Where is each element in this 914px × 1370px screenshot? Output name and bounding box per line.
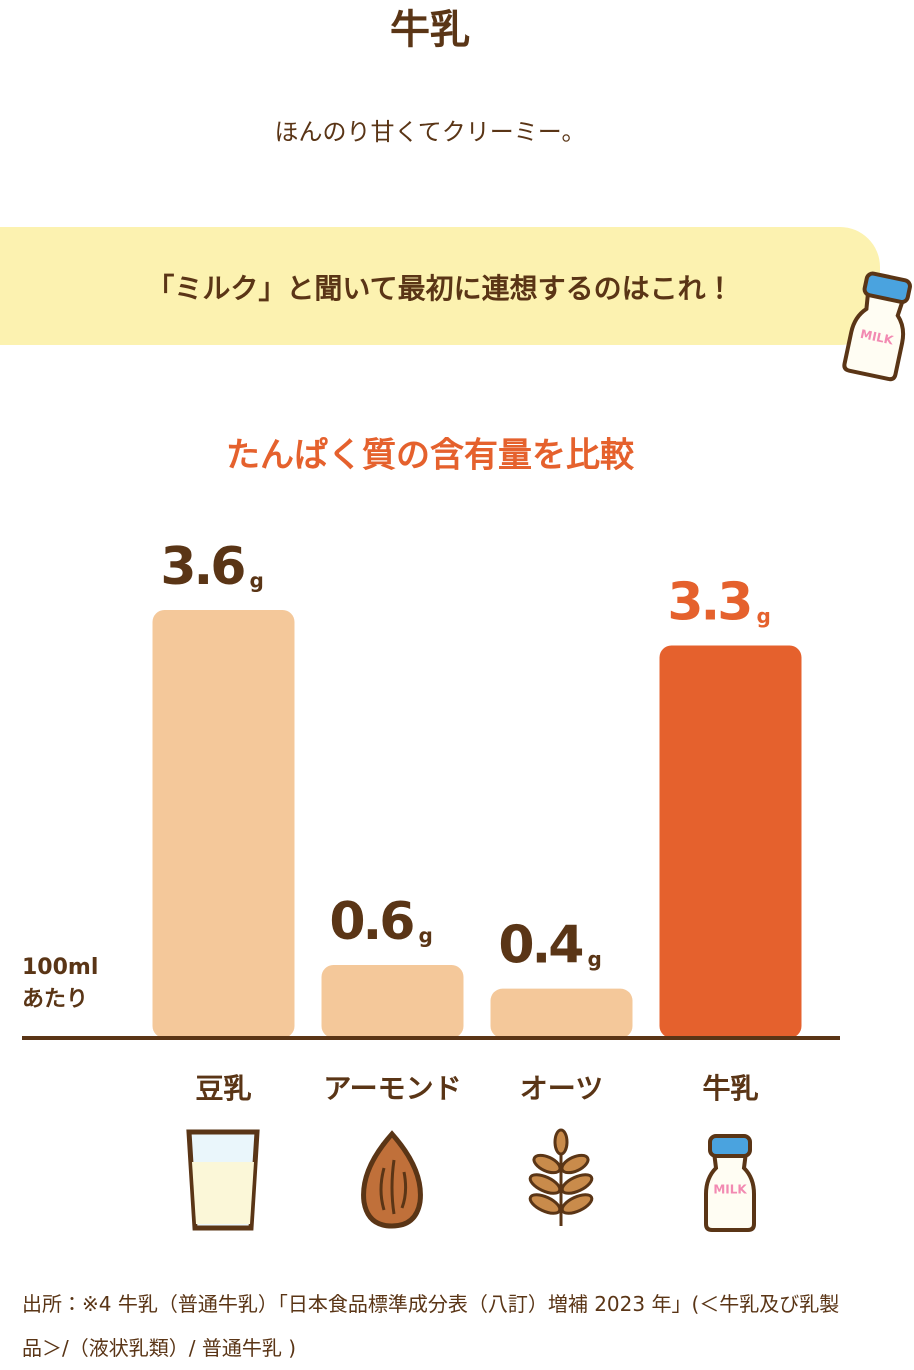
- banner-box: [0, 227, 880, 345]
- x-tick-label: アーモンド: [323, 1072, 461, 1105]
- value-label: 0.6: [329, 892, 413, 952]
- x-tick-label: オーツ: [520, 1072, 603, 1105]
- title: 牛乳: [390, 7, 470, 53]
- milk-bottle-icon: MILK: [704, 1134, 756, 1232]
- value-label: 0.4: [498, 916, 582, 976]
- value-unit: g: [757, 604, 771, 628]
- almond-icon: [361, 1130, 423, 1229]
- bar: [152, 610, 295, 1038]
- basis-label: あたり: [22, 987, 88, 1012]
- wheat-icon: [528, 1128, 594, 1226]
- value-unit: g: [419, 924, 433, 948]
- basis-label: 100ml: [22, 955, 98, 980]
- icon-label: MILK: [713, 1183, 747, 1197]
- x-tick-label: 豆乳: [195, 1072, 251, 1105]
- value-label: 3.3: [667, 573, 750, 633]
- source-note: 出所：※4 牛乳（普通牛乳）「日本食品標準成分表（八訂）増補 2023 年」(＜…: [22, 1292, 840, 1360]
- banner-text: 「ミルク」と聞いて最初に連想するのはこれ！: [146, 272, 733, 305]
- subtitle: ほんのり甘くてクリーミー。: [274, 118, 585, 146]
- x-tick-label: 牛乳: [702, 1072, 758, 1105]
- milk-bottle-icon: MILK: [842, 271, 912, 382]
- chart-title: たんぱく質の含有量を比較: [226, 436, 635, 476]
- icon-label: MILK: [859, 327, 895, 348]
- value-unit: g: [588, 947, 602, 971]
- glass-icon: [186, 1129, 260, 1231]
- value-unit: g: [250, 569, 264, 593]
- bar: [490, 988, 633, 1038]
- bar: [321, 965, 464, 1038]
- value-label: 3.6: [160, 537, 244, 597]
- bar: [659, 645, 802, 1038]
